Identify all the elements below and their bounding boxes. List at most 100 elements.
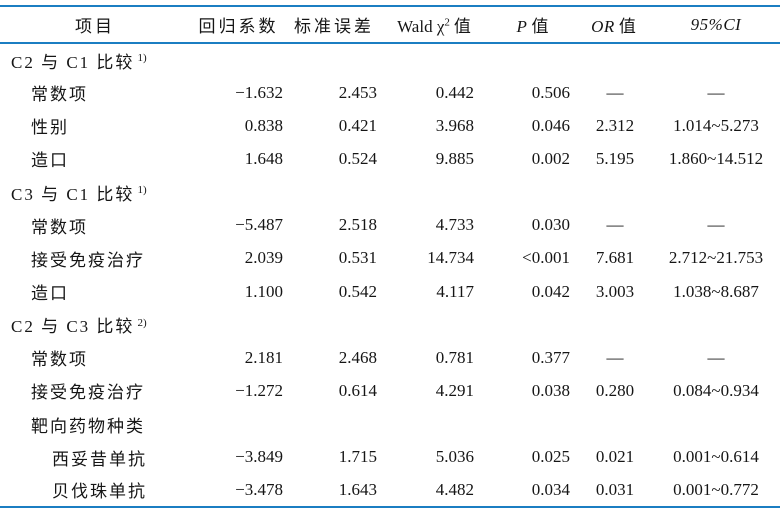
table-row: 性别 0.838 0.421 3.968 0.046 2.312 1.014~5… (0, 109, 780, 142)
cell-ci: 0.084~0.934 (673, 380, 759, 400)
row-label: 常数项 (31, 217, 88, 237)
cell-item: 常数项 (0, 209, 190, 242)
cell-std-error (287, 308, 381, 341)
cell-coefficient: 2.039 (244, 248, 283, 268)
table-row: 贝伐珠单抗 −3.478 1.643 4.482 0.034 0.031 0.0… (0, 474, 780, 507)
row-label: 常数项 (31, 350, 88, 370)
cell-item: C3 与 C1 比较 1) (0, 176, 190, 209)
cell-p (490, 308, 578, 341)
cell-ci: 0.001~0.614 (673, 447, 759, 467)
cell-coefficient: 1.100 (244, 281, 283, 301)
cell-ci (652, 43, 780, 76)
table-row: 接受免疫治疗 2.039 0.531 14.734 <0.001 7.681 2… (0, 242, 780, 275)
row-label: 常数项 (31, 85, 88, 105)
col-header-coefficient-label: 回归系数 (198, 17, 279, 36)
cell-ci: 2.712~21.753 (668, 248, 764, 268)
cell-item: C2 与 C1 比较 1) (0, 43, 190, 76)
cell-wald: 14.734 (427, 248, 474, 268)
cell-std-error: 1.643 (338, 479, 377, 499)
cell-ci: — (707, 82, 725, 102)
table-row: C2 与 C3 比较 2) (0, 308, 780, 341)
cell-or: — (606, 82, 624, 102)
cell-std-error: 0.614 (338, 380, 377, 400)
cell-wald: 9.885 (435, 148, 474, 168)
cell-wald: 4.117 (436, 281, 474, 301)
cell-or: 0.021 (595, 447, 635, 467)
row-label: 造口 (31, 284, 69, 304)
cell-p: 0.030 (531, 215, 570, 235)
wald-superscript: 2 (444, 16, 450, 29)
cell-p: 0.034 (531, 479, 570, 499)
cell-p (490, 43, 578, 76)
cell-std-error: 2.518 (338, 215, 377, 235)
table-row: 西妥昔单抗 −3.849 1.715 5.036 0.025 0.021 0.0… (0, 441, 780, 474)
cell-wald: 0.442 (435, 82, 474, 102)
col-header-or: OR 值 (578, 6, 652, 43)
cell-item: 常数项 (0, 76, 190, 109)
row-label: 性别 (31, 118, 69, 138)
cell-coefficient: −1.272 (235, 380, 283, 400)
cell-std-error: 0.524 (338, 148, 377, 168)
cell-or: 5.195 (595, 148, 635, 168)
cell-wald: 4.291 (435, 380, 474, 400)
table-row: C2 与 C1 比较 1) (0, 43, 780, 76)
p-suffix: 值 (531, 17, 552, 36)
cell-or: 2.312 (595, 115, 635, 135)
cell-item: C2 与 C3 比较 2) (0, 308, 190, 341)
row-label: 西妥昔单抗 (52, 449, 147, 469)
cell-item: 造口 (0, 142, 190, 175)
cell-or: — (606, 215, 624, 235)
cell-or (578, 408, 652, 441)
cell-ci (652, 176, 780, 209)
table-row: 常数项 −1.632 2.453 0.442 0.506 — — (0, 76, 780, 109)
table-body: C2 与 C1 比较 1) 常数项 −1.632 2.453 0.442 0.50… (0, 43, 780, 507)
cell-coefficient (190, 408, 287, 441)
footnote-marker: 1) (137, 51, 147, 64)
cell-p (490, 176, 578, 209)
cell-or: 0.280 (595, 380, 635, 400)
table-row: C3 与 C1 比较 1) (0, 176, 780, 209)
cell-item: 接受免疫治疗 (0, 242, 190, 275)
cell-ci: 1.038~8.687 (673, 281, 759, 301)
cell-wald (381, 43, 490, 76)
cell-item: 造口 (0, 275, 190, 308)
footnote-marker: 2) (137, 316, 147, 329)
cell-ci: 1.860~14.512 (668, 148, 764, 168)
cell-or (578, 176, 652, 209)
cell-ci: 1.014~5.273 (673, 115, 759, 135)
cell-std-error: 1.715 (338, 447, 377, 467)
cell-item: 靶向药物种类 (0, 408, 190, 441)
col-header-coefficient: 回归系数 (190, 6, 287, 43)
cell-wald: 5.036 (435, 447, 474, 467)
cell-wald (381, 408, 490, 441)
cell-or (578, 43, 652, 76)
wald-suffix: 值 (453, 17, 474, 36)
cell-item: 性别 (0, 109, 190, 142)
row-label: 贝伐珠单抗 (52, 482, 147, 502)
cell-std-error (287, 408, 381, 441)
table-row: 常数项 2.181 2.468 0.781 0.377 — — (0, 341, 780, 374)
cell-ci: — (707, 347, 725, 367)
cell-coefficient: −3.478 (235, 479, 283, 499)
cell-coefficient (190, 43, 287, 76)
cell-coefficient: −1.632 (235, 82, 283, 102)
cell-p: 0.042 (531, 281, 570, 301)
cell-or: — (606, 347, 624, 367)
col-header-item: 项目 (0, 6, 190, 43)
wald-prefix: Wald χ (397, 17, 445, 36)
cell-item: 西妥昔单抗 (0, 441, 190, 474)
cell-item: 接受免疫治疗 (0, 374, 190, 407)
col-header-std-error: 标准误差 (287, 6, 381, 43)
cell-coefficient: −5.487 (235, 215, 283, 235)
table-row: 造口 1.100 0.542 4.117 0.042 3.003 1.038~8… (0, 275, 780, 308)
cell-std-error (287, 43, 381, 76)
cell-or: 0.031 (595, 479, 635, 499)
cell-p: 0.002 (531, 148, 570, 168)
cell-p (490, 408, 578, 441)
cell-coefficient: 0.838 (244, 115, 283, 135)
or-suffix: 值 (618, 17, 639, 36)
cell-coefficient: 1.648 (244, 148, 283, 168)
